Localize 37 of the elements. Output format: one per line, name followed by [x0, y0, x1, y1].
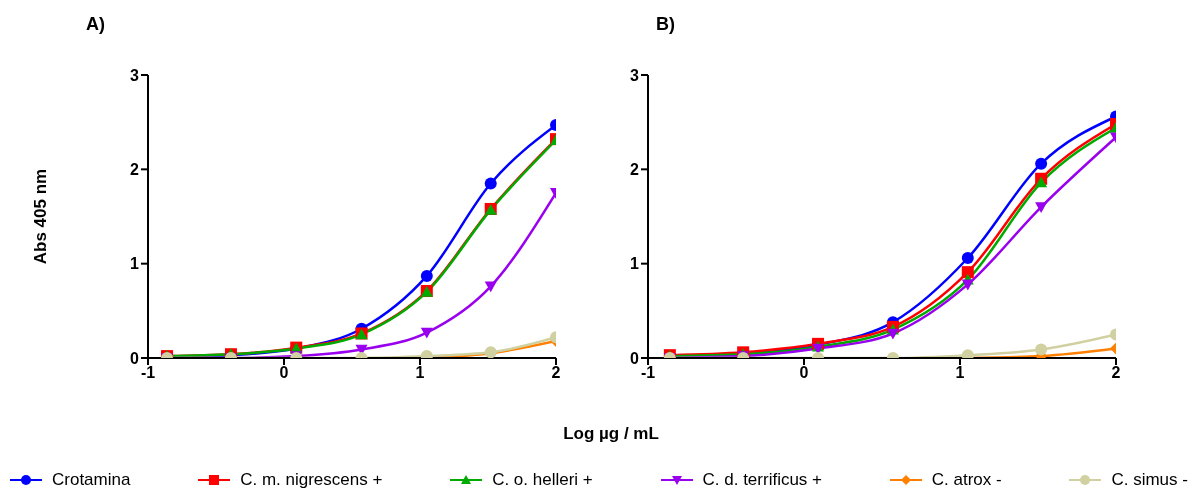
chart-title: A): [86, 14, 105, 35]
point: [484, 177, 497, 190]
legend-label: C. o. helleri +: [492, 470, 593, 490]
chart-title: B): [656, 14, 675, 35]
legend-label: C. atrox -: [931, 470, 1002, 490]
x-tick-label: 1: [415, 364, 425, 382]
x-tick-label: 1: [955, 364, 965, 382]
legend-label: Crotamina: [52, 470, 131, 490]
point: [961, 279, 974, 291]
legend-label: C. simus -: [1111, 470, 1188, 490]
x-tick-label: -1: [640, 364, 656, 382]
x-tick-label: -1: [140, 364, 156, 382]
point: [961, 252, 974, 265]
y-tick-label: 1: [130, 255, 140, 273]
point: [961, 266, 974, 279]
y-axis-title: Abs 405 nm: [31, 168, 51, 265]
x-tick-label: 2: [551, 364, 561, 382]
point: [886, 328, 899, 340]
point: [420, 269, 433, 282]
y-tick-label: 1: [630, 255, 640, 273]
x-tick-label: 0: [799, 364, 809, 382]
x-tick-label: 2: [1111, 364, 1121, 382]
y-tick-label: 0: [630, 349, 640, 367]
x-tick-label: 0: [279, 364, 289, 382]
y-tick-label: 3: [130, 66, 140, 84]
y-tick-label: 0: [130, 349, 140, 367]
x-axis-title: Log µg / mL: [562, 424, 660, 444]
legend-label: C. m. nigrescens +: [240, 470, 383, 490]
point: [484, 281, 497, 293]
point: [1035, 176, 1048, 188]
point: [1035, 157, 1048, 170]
point: [420, 327, 433, 339]
y-tick-label: 3: [630, 66, 640, 84]
y-tick-label: 2: [630, 161, 640, 179]
legend-label: C. d. terrificus +: [702, 470, 823, 490]
y-tick-label: 2: [130, 161, 140, 179]
point: [1035, 202, 1048, 214]
